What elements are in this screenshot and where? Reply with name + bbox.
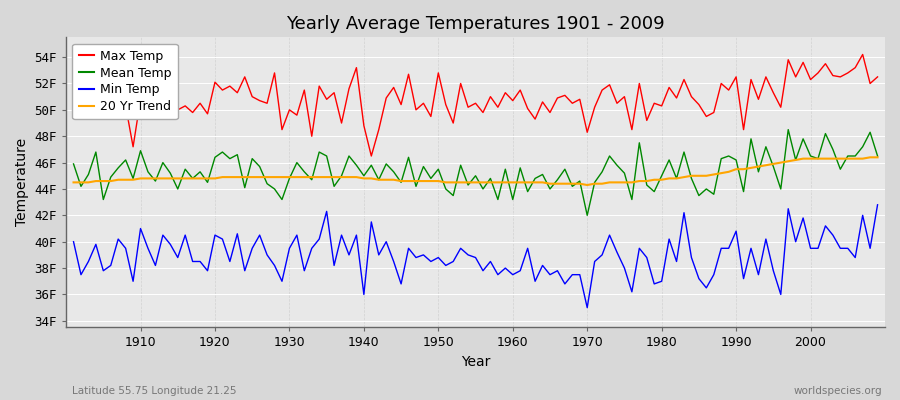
Text: Latitude 55.75 Longitude 21.25: Latitude 55.75 Longitude 21.25 — [72, 386, 237, 396]
Legend: Max Temp, Mean Temp, Min Temp, 20 Yr Trend: Max Temp, Mean Temp, Min Temp, 20 Yr Tre… — [72, 44, 177, 119]
Title: Yearly Average Temperatures 1901 - 2009: Yearly Average Temperatures 1901 - 2009 — [286, 15, 665, 33]
X-axis label: Year: Year — [461, 355, 491, 369]
Text: worldspecies.org: worldspecies.org — [794, 386, 882, 396]
Y-axis label: Temperature: Temperature — [15, 138, 29, 226]
